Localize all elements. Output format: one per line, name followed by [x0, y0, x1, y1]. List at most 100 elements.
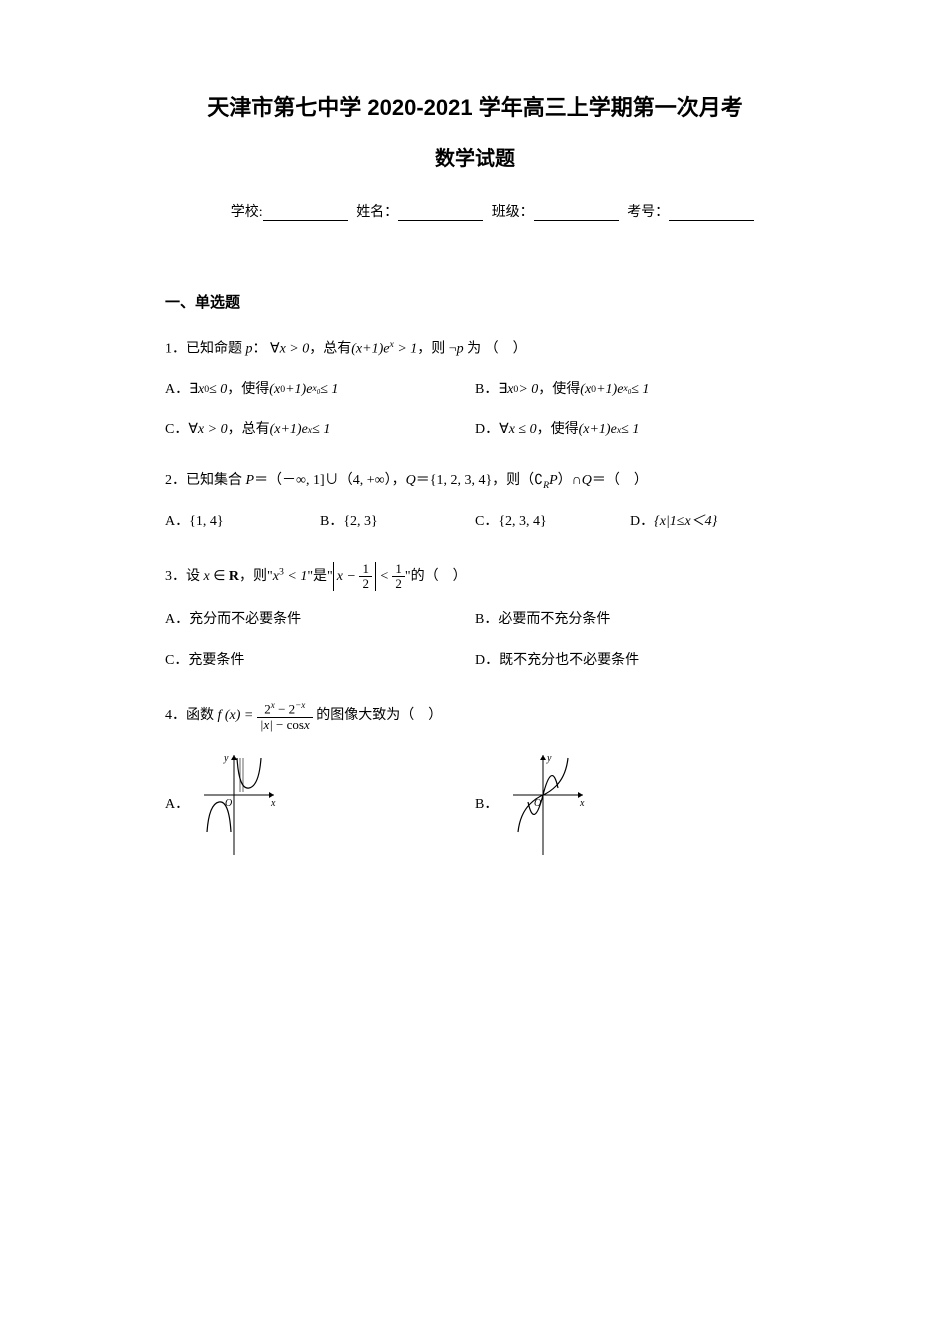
q1-D-shide: ，使得	[537, 419, 579, 441]
q3-in: ∈	[210, 569, 229, 584]
q2-row: A．{1, 4} B．{2, 3} C．{2, 3, 4} D．{x|1≤x＜4…	[165, 511, 785, 533]
svg-text:y: y	[223, 753, 229, 764]
q1-gt1: > 1	[394, 342, 417, 357]
q1-A-shide: ，使得	[227, 379, 269, 401]
q1-C-xgt0: x > 0	[198, 419, 228, 441]
q1-B-exprl: (x	[580, 379, 591, 401]
q3-num: 3．	[165, 569, 186, 584]
q1-D-label: D．	[475, 419, 499, 441]
q2-P: P	[246, 473, 255, 488]
q2-D-label: D．	[630, 511, 654, 533]
section-1-header: 一、单选题	[165, 291, 785, 312]
q1-A-label: A．	[165, 379, 189, 401]
q1-B-exprr: +1)e	[596, 379, 623, 401]
school-label: 学校:	[231, 205, 263, 220]
q2-optA: A．{1, 4}	[165, 511, 320, 533]
q1-optB: B． ∃x0 > 0，使得(x0+1)ex0 ≤ 1	[475, 379, 785, 401]
q4-B-label: B．	[475, 794, 498, 816]
q1-num: 1．	[165, 342, 186, 357]
q2-Q2: Q	[582, 473, 592, 488]
q2-Q: Q	[406, 473, 416, 488]
q3-optD: D．既不充分也不必要条件	[475, 650, 785, 672]
q1-D-le1: ≤ 1	[621, 419, 639, 441]
q3-prefix: 设	[186, 569, 204, 584]
q3-row2: C．充要条件 D．既不充分也不必要条件	[165, 650, 785, 672]
q2-eq: ＝（－∞, 1]∪（4, +∞），	[254, 473, 406, 488]
q1-prefix: 已知命题	[186, 342, 246, 357]
q2-P2: P	[549, 473, 558, 488]
name-blank	[398, 207, 483, 221]
q1-optA: A． ∃x0 ≤ 0，使得(x0+1)ex0 ≤ 1	[165, 379, 475, 401]
question-1: 1．已知命题 p： ∀x > 0，总有(x+1)ex > 1，则 ¬p 为 （ …	[165, 337, 785, 442]
q1-neg: ¬	[449, 342, 457, 357]
exam-title: 天津市第七中学 2020-2021 学年高三上学期第一次月考	[165, 90, 785, 122]
q1-optC: C． ∀x > 0，总有(x+1)ex ≤ 1	[165, 419, 475, 441]
q4-text: 4．函数 f (x) = 2x − 2−x |x| − cosx 的图像大致为（…	[165, 700, 785, 732]
q4-A-label: A．	[165, 794, 189, 816]
q3-optA: A．充分而不必要条件	[165, 609, 475, 631]
q1-C-le1: ≤ 1	[312, 419, 330, 441]
q1-B-shide: ，使得	[538, 379, 580, 401]
class-label: 班级：	[492, 205, 534, 220]
q1-C-label: C．	[165, 419, 188, 441]
svg-text:x: x	[579, 798, 585, 809]
q1-p: p	[246, 342, 253, 357]
q3-frac1: 12	[359, 562, 372, 592]
q3-commaze: ，则"	[239, 569, 273, 584]
q2-optC: C．{2, 3, 4}	[475, 511, 630, 533]
q4-graphB-svg: O x y	[508, 750, 588, 860]
q1-colon: ：	[253, 342, 267, 357]
q3-R: R	[229, 569, 239, 584]
q3-abs: x − 12	[333, 562, 376, 592]
q2-eq3: ＝（ ）	[592, 473, 648, 488]
q3-lt: <	[376, 569, 392, 584]
q1-A-exprl: (x	[269, 379, 280, 401]
svg-text:x: x	[270, 798, 276, 809]
q2-D-text: {x|1≤x＜4}	[654, 511, 717, 533]
q1-B-supx: x0	[623, 381, 631, 399]
q1-D-expr: (x+1)e	[579, 419, 617, 441]
q1-zongyou: ，总有	[309, 342, 351, 357]
q3-quotede: "的（ ）	[405, 569, 467, 584]
q1-C-forall: ∀	[188, 419, 198, 441]
q2-optD: D．{x|1≤x＜4}	[630, 511, 785, 533]
q1-A-exprr: +1)e	[285, 379, 312, 401]
school-blank	[263, 207, 348, 221]
q3-quoteshi: "是"	[307, 569, 332, 584]
q1-optD: D． ∀x ≤ 0，使得(x+1)ex ≤ 1	[475, 419, 785, 441]
q2-num: 2．	[165, 473, 186, 488]
q1-B-gt0: > 0	[518, 379, 538, 401]
q1-A-exists: ∃	[189, 379, 198, 401]
q1-p2: p	[457, 342, 468, 357]
student-info-line: 学校: 姓名： 班级： 考号：	[165, 201, 785, 221]
q1-B-exists: ∃	[498, 379, 507, 401]
q1-D-forall: ∀	[499, 419, 509, 441]
q1-ze: ，则	[417, 342, 449, 357]
question-3: 3．设 x ∈ R，则"x3 < 1"是"x − 12 < 12"的（ ） A．…	[165, 562, 785, 672]
q4-num: 4．	[165, 708, 186, 723]
q3-lt1: < 1	[284, 569, 307, 584]
examno-blank	[669, 207, 754, 221]
q1-row1: A． ∃x0 ≤ 0，使得(x0+1)ex0 ≤ 1 B． ∃x0 > 0，使得…	[165, 379, 785, 401]
q4-prefix: 函数	[186, 708, 218, 723]
q1-C-expr: (x+1)e	[270, 419, 308, 441]
exam-subtitle: 数学试题	[165, 142, 785, 171]
q1-B-label: B．	[475, 379, 498, 401]
examno-label: 考号：	[627, 205, 669, 220]
q4-suffix: 的图像大致为（ ）	[313, 708, 443, 723]
q4-optB: B． O x y	[475, 750, 785, 860]
q2-eq2: ＝{1, 2, 3, 4}，则（	[416, 473, 534, 488]
name-label: 姓名：	[356, 205, 398, 220]
q1-wei: 为 （ ）	[467, 342, 527, 357]
q1-A-supx: x0	[312, 381, 320, 399]
question-4: 4．函数 f (x) = 2x − 2−x |x| − cosx 的图像大致为（…	[165, 700, 785, 860]
q2-parencap: ）∩	[558, 473, 582, 488]
q4-optA: A． O x y	[165, 750, 475, 860]
q1-A-le1: ≤ 1	[320, 379, 338, 401]
q4-fx: f (x) =	[218, 708, 257, 723]
q1-C-zongyou: ，总有	[228, 419, 270, 441]
q2-text: 2．已知集合 P＝（－∞, 1]∪（4, +∞），Q＝{1, 2, 3, 4}，…	[165, 470, 785, 493]
q3-optB: B．必要而不充分条件	[475, 609, 785, 631]
q1-forall: ∀	[270, 342, 280, 357]
q3-row1: A．充分而不必要条件 B．必要而不充分条件	[165, 609, 785, 631]
